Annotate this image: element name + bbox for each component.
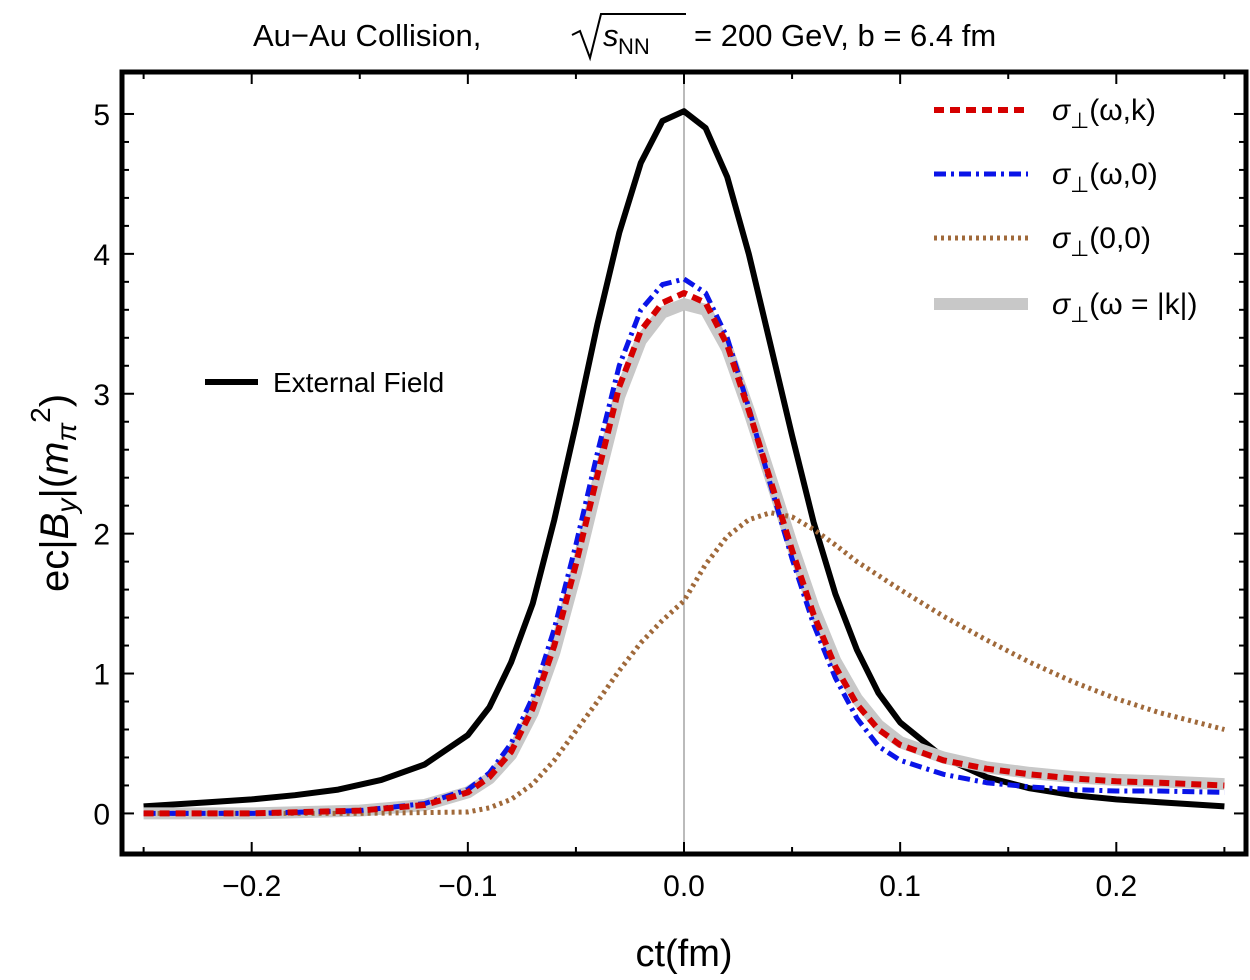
title-prefix: Au−Au Collision,: [253, 18, 481, 53]
ticks-layer: [122, 72, 1246, 854]
y-tick-label: 3: [93, 379, 110, 412]
x-tick-label: 0.1: [879, 870, 921, 903]
chart-title: Au−Au Collision, s NN = 200 GeV, b = 6.4…: [253, 13, 996, 62]
y-tick-label: 5: [93, 99, 110, 132]
x-axis-label: ct(fm): [635, 933, 732, 975]
legend-label-sigma-omega-k: σ⊥(ω,k): [1052, 94, 1156, 133]
legend: σ⊥(ω,k) σ⊥(ω,0) σ⊥(0,0) σ⊥(ω = |k|) Exte…: [205, 94, 1197, 398]
legend-label-sigma-0-0: σ⊥(0,0): [1052, 222, 1151, 261]
ylabel-b-sub: y: [51, 497, 82, 515]
x-tick-label: −0.1: [438, 870, 497, 903]
ylabel-m: m: [33, 442, 77, 475]
ylabel-m-sub: π: [51, 422, 82, 442]
series-line-sigma-omega-k: [143, 290, 1225, 817]
ylabel-ec: ec: [33, 550, 77, 592]
sqrt-sign: [571, 13, 686, 62]
y-tick-label: 1: [93, 659, 110, 692]
ylabel-close-paren: ): [33, 394, 77, 407]
series-line-sigma-0-0: [143, 510, 1226, 816]
legend-label-external-field: External Field: [273, 367, 444, 398]
x-tick-label: 0.0: [663, 870, 705, 903]
legend-label-sigma-omega-eq-k: σ⊥(ω = |k|): [1052, 288, 1197, 327]
y-tick-labels: 0 1 2 3 4 5: [93, 99, 110, 831]
title-sqrt-var: s: [603, 18, 619, 53]
title-sqrt-sub: NN: [618, 34, 650, 59]
title-suffix: = 200 GeV, b = 6.4 fm: [694, 18, 996, 53]
y-tick-label: 2: [93, 519, 110, 552]
ylabel-bar: |: [33, 539, 77, 549]
x-tick-label: 0.2: [1095, 870, 1137, 903]
x-tick-labels: −0.2 −0.1 0.0 0.1 0.2: [222, 870, 1137, 903]
ylabel-b: B: [33, 513, 77, 540]
ylabel-m-sup: 2: [25, 407, 56, 423]
y-axis-label: ec|By|(mπ2): [25, 394, 82, 592]
y-tick-label: 4: [93, 239, 110, 272]
series-line-sigma-omega-0: [143, 276, 1225, 816]
ylabel-bar: |: [33, 488, 77, 498]
x-tick-label: −0.2: [222, 870, 281, 903]
y-tick-label: 0: [93, 798, 110, 831]
series-layer: [143, 108, 1226, 820]
ylabel-open-paren: (: [33, 474, 77, 488]
legend-label-sigma-omega-0: σ⊥(ω,0): [1052, 158, 1158, 197]
